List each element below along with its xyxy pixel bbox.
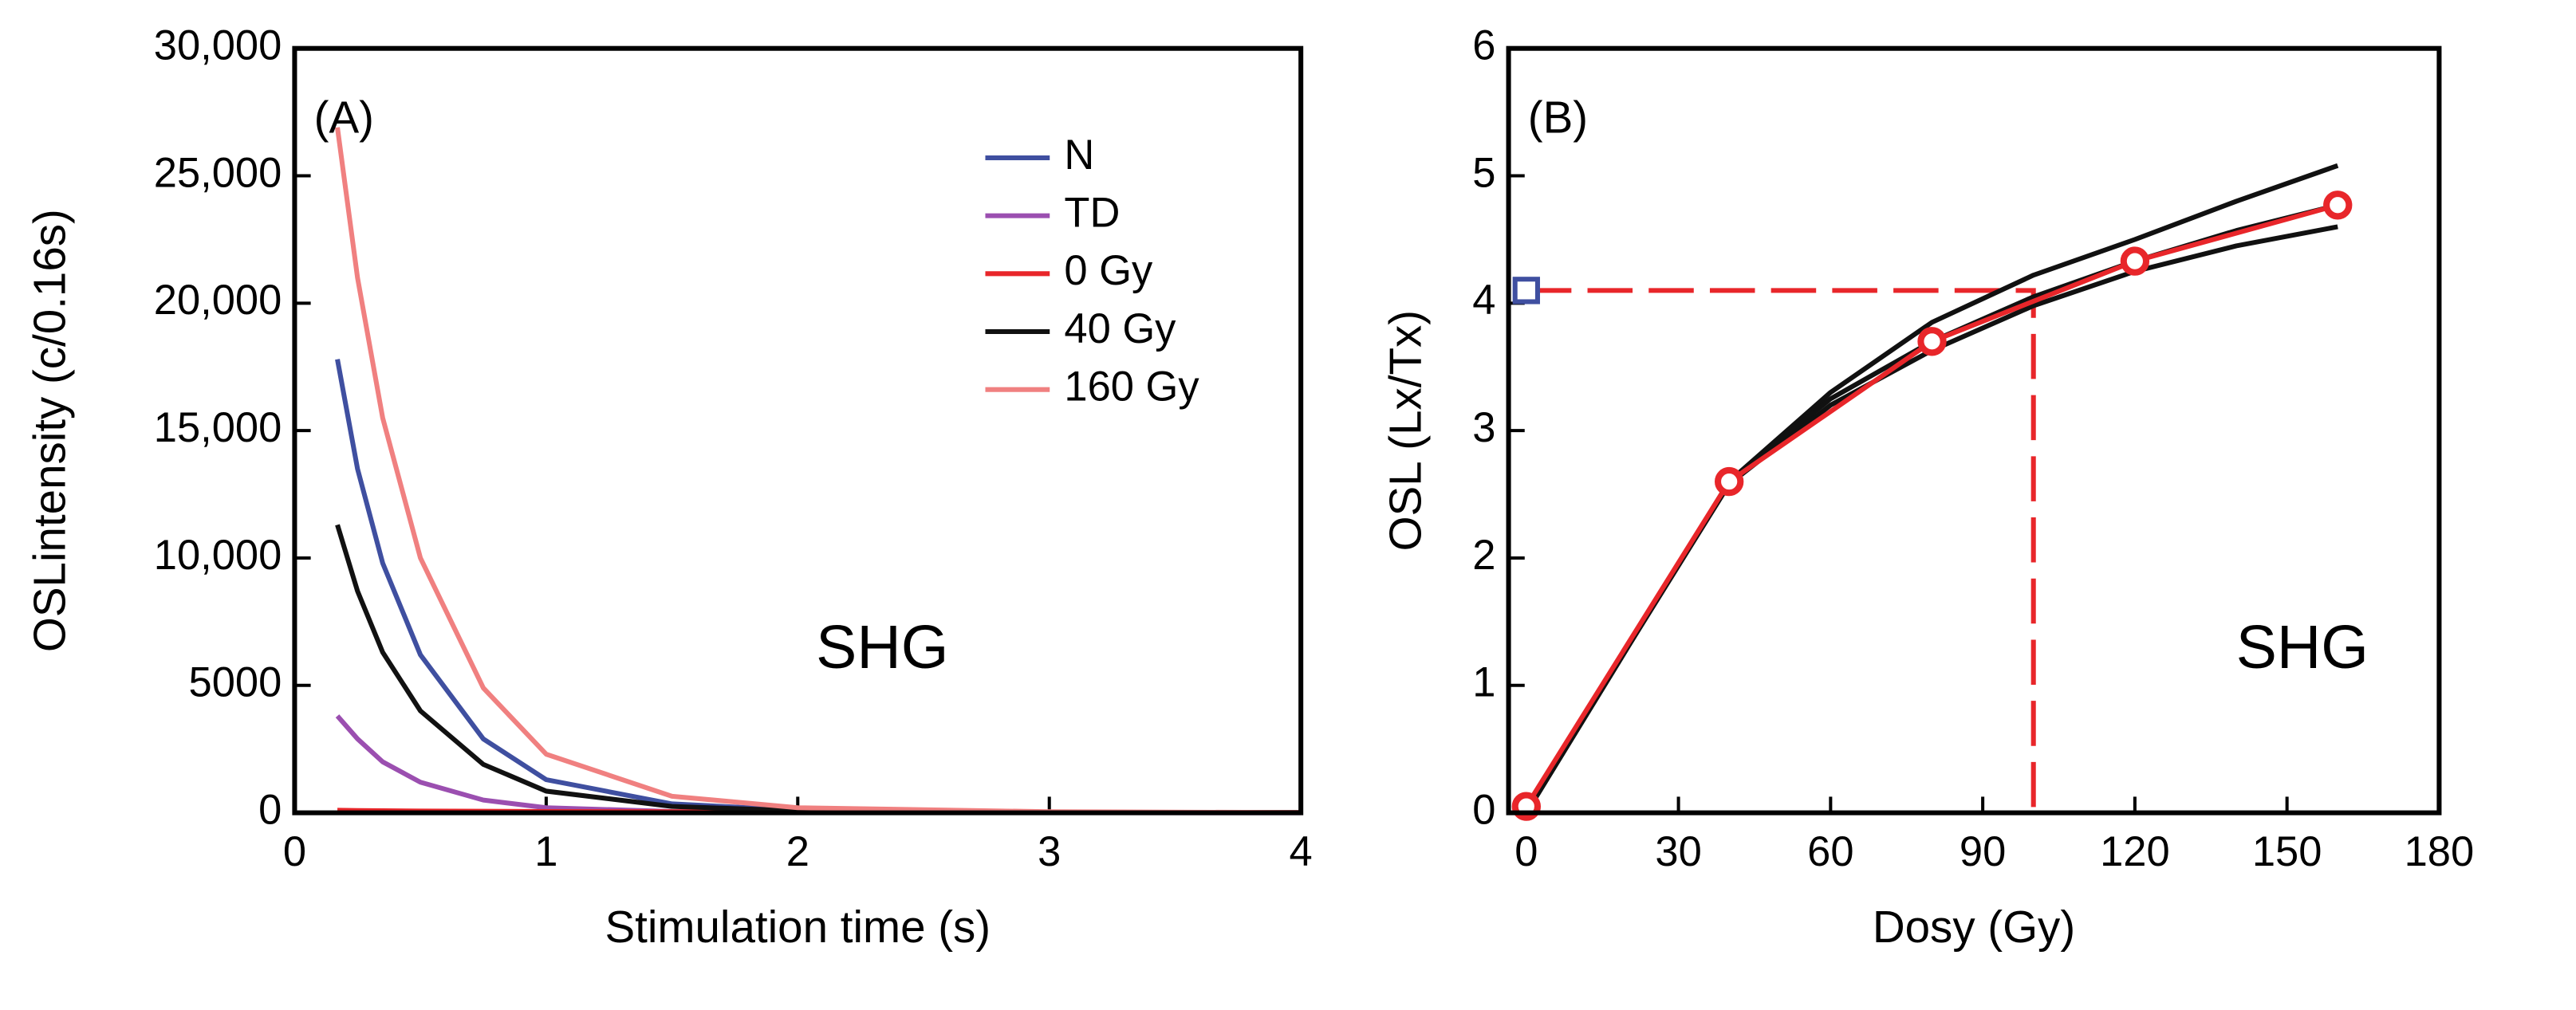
y-axis-label: OSL (Lx/Tx) xyxy=(1380,310,1430,552)
x-tick-label: 30 xyxy=(1655,828,1701,875)
annotation: SHG xyxy=(816,614,948,682)
y-axis-label: OSLintensity (c/0.16s) xyxy=(25,209,75,652)
series-line xyxy=(1524,202,2339,808)
data-point xyxy=(1715,466,1744,497)
y-tick-label: 6 xyxy=(1472,22,1495,69)
x-tick-label: 3 xyxy=(1038,828,1061,875)
x-tick-label: 4 xyxy=(1290,828,1313,875)
panel-label: (B) xyxy=(1528,92,1588,142)
natural-point xyxy=(1512,277,1540,305)
x-tick-label: 60 xyxy=(1807,828,1853,875)
x-tick-label: 2 xyxy=(786,828,809,875)
legend-label: 40 Gy xyxy=(1064,305,1176,352)
y-tick-label: 20,000 xyxy=(154,277,282,324)
y-tick-label: 15,000 xyxy=(154,404,282,451)
y-tick-label: 5000 xyxy=(189,659,282,706)
x-tick-label: 0 xyxy=(1514,828,1538,875)
y-tick-label: 0 xyxy=(258,786,282,833)
plot-frame xyxy=(292,45,1304,815)
y-tick-label: 3 xyxy=(1472,404,1495,451)
data-point xyxy=(2323,191,2353,220)
series-line xyxy=(1524,202,2338,815)
panel-label: (A) xyxy=(314,92,374,142)
series-line xyxy=(1524,163,2339,815)
x-tick-label: 1 xyxy=(534,828,557,875)
y-tick-label: 5 xyxy=(1472,149,1495,196)
y-tick-label: 0 xyxy=(1472,786,1495,833)
legend-label: 0 Gy xyxy=(1064,247,1153,294)
x-tick-label: 0 xyxy=(283,828,306,875)
projection-line xyxy=(1526,288,2036,813)
y-tick-label: 4 xyxy=(1472,277,1495,324)
plot-frame xyxy=(1506,45,2442,815)
y-tick-label: 25,000 xyxy=(154,149,282,196)
series-line xyxy=(1524,224,2338,815)
y-tick-label: 2 xyxy=(1472,532,1495,579)
annotation: SHG xyxy=(2236,614,2369,682)
series-line xyxy=(335,127,1302,815)
x-axis-label: Stimulation time (s) xyxy=(605,902,991,952)
legend-label: 160 Gy xyxy=(1064,364,1199,411)
legend-label: TD xyxy=(1064,190,1120,237)
y-tick-label: 30,000 xyxy=(154,22,282,69)
data-point xyxy=(2120,246,2150,276)
x-tick-label: 120 xyxy=(2100,828,2170,875)
x-tick-label: 180 xyxy=(2405,828,2475,875)
x-axis-label: Dosy (Gy) xyxy=(1873,902,2075,952)
data-point xyxy=(1917,327,1947,356)
series-line xyxy=(335,359,1302,815)
x-tick-label: 150 xyxy=(2252,828,2322,875)
x-tick-label: 90 xyxy=(1960,828,2006,875)
y-tick-label: 1 xyxy=(1472,659,1495,706)
y-tick-label: 10,000 xyxy=(154,532,282,579)
legend-label: N xyxy=(1064,132,1094,179)
